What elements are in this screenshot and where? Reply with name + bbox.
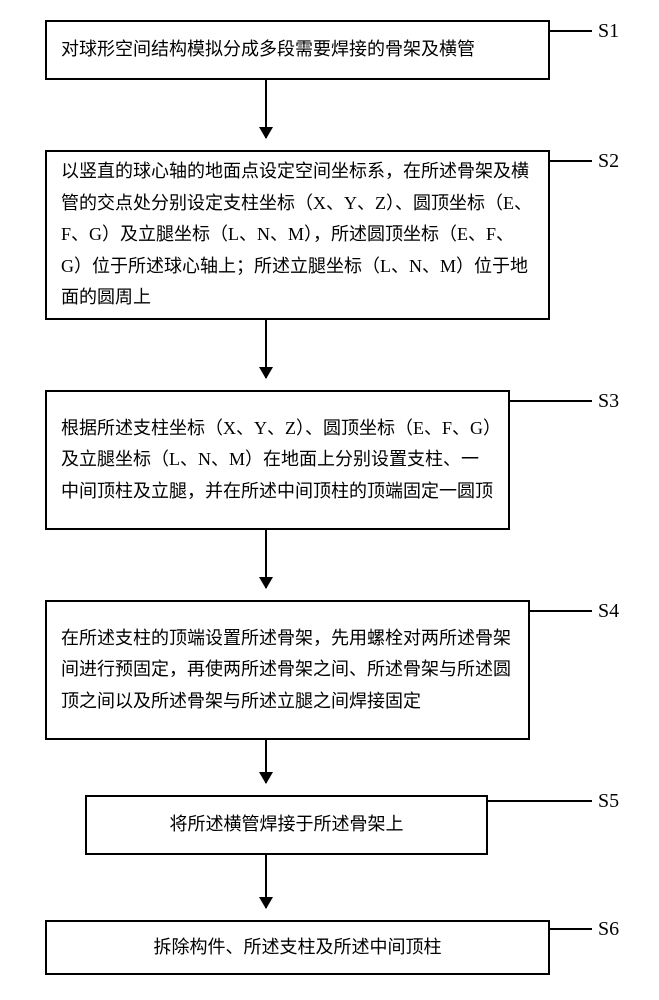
step-s5-text: 将所述横管焊接于所述骨架上	[101, 809, 472, 841]
step-s2-lead	[550, 160, 592, 162]
step-s2-label: S2	[598, 150, 619, 173]
step-s4-lead	[530, 610, 592, 612]
arrow-s3-s4	[265, 530, 267, 588]
step-s3-text: 根据所述支柱坐标（X、Y、Z）、圆顶坐标（E、F、G）及立腿坐标（L、N、M）在…	[61, 413, 494, 508]
step-s1-box: 对球形空间结构模拟分成多段需要焊接的骨架及横管	[45, 20, 550, 80]
step-s1-label: S1	[598, 20, 619, 43]
arrow-s1-s2	[265, 80, 267, 138]
flowchart-container: 对球形空间结构模拟分成多段需要焊接的骨架及横管 S1 以竖直的球心轴的地面点设定…	[0, 0, 659, 1000]
step-s1-text: 对球形空间结构模拟分成多段需要焊接的骨架及横管	[61, 34, 534, 66]
step-s3-label: S3	[598, 390, 619, 413]
step-s4-box: 在所述支柱的顶端设置所述骨架，先用螺栓对两所述骨架间进行预固定，再使两所述骨架之…	[45, 600, 530, 740]
step-s4-label: S4	[598, 600, 619, 623]
step-s5-box: 将所述横管焊接于所述骨架上	[85, 795, 488, 855]
step-s6-lead	[550, 928, 592, 930]
step-s5-label: S5	[598, 790, 619, 813]
arrow-s4-s5	[265, 740, 267, 783]
step-s2-text: 以竖直的球心轴的地面点设定空间坐标系，在所述骨架及横管的交点处分别设定支柱坐标（…	[61, 156, 534, 314]
step-s6-label: S6	[598, 918, 619, 941]
step-s3-lead	[510, 400, 592, 402]
arrow-s2-s3	[265, 320, 267, 378]
step-s6-text: 拆除构件、所述支柱及所述中间顶柱	[61, 932, 534, 964]
step-s1-lead	[550, 30, 592, 32]
step-s6-box: 拆除构件、所述支柱及所述中间顶柱	[45, 920, 550, 975]
step-s4-text: 在所述支柱的顶端设置所述骨架，先用螺栓对两所述骨架间进行预固定，再使两所述骨架之…	[61, 623, 514, 718]
arrow-s5-s6	[265, 855, 267, 908]
step-s3-box: 根据所述支柱坐标（X、Y、Z）、圆顶坐标（E、F、G）及立腿坐标（L、N、M）在…	[45, 390, 510, 530]
step-s5-lead	[488, 800, 592, 802]
step-s2-box: 以竖直的球心轴的地面点设定空间坐标系，在所述骨架及横管的交点处分别设定支柱坐标（…	[45, 150, 550, 320]
